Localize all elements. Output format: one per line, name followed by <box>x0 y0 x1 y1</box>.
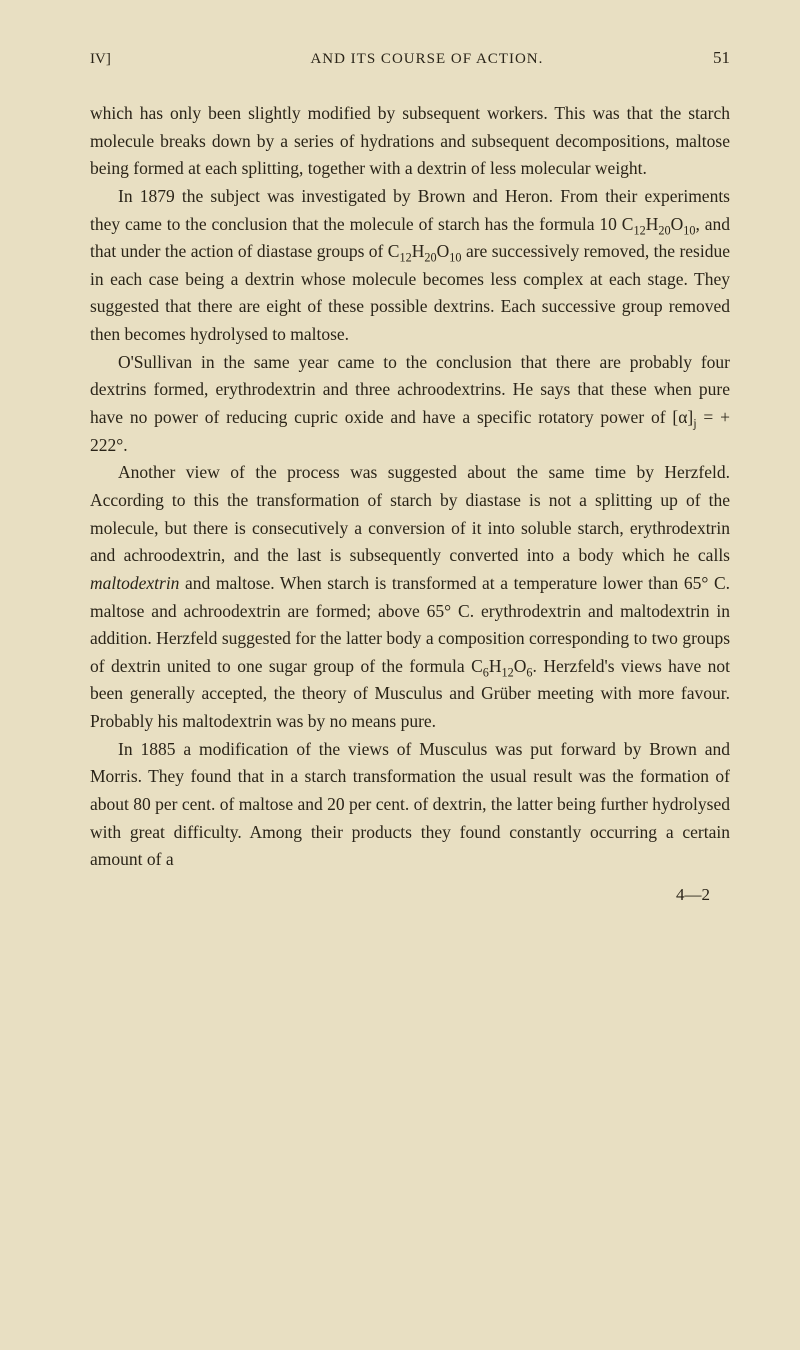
p2-text-6: O <box>437 241 450 261</box>
body-text: which has only been slightly modified by… <box>90 100 730 909</box>
paragraph-2: In 1879 the subject was investigated by … <box>90 183 730 349</box>
p4-italic: maltodextrin <box>90 573 179 593</box>
header-title: AND ITS COURSE OF ACTION. <box>141 51 713 68</box>
p2-text-3: O <box>671 214 684 234</box>
p2-sub-4: 12 <box>399 251 411 265</box>
signature-mark: 4—2 <box>90 882 730 909</box>
page-container: IV] AND ITS COURSE OF ACTION. 51 which h… <box>0 0 800 959</box>
p2-sub-1: 12 <box>633 223 645 237</box>
header-section-number: IV] <box>90 51 111 68</box>
paragraph-3: O'Sullivan in the same year came to the … <box>90 349 730 460</box>
p4-text-3: H <box>489 656 502 676</box>
p2-text-5: H <box>412 241 425 261</box>
p4-sub-2: 12 <box>502 665 514 679</box>
p2-text-2: H <box>646 214 659 234</box>
p2-sub-5: 20 <box>424 251 436 265</box>
paragraph-1: which has only been slightly modified by… <box>90 100 730 183</box>
p2-sub-2: 20 <box>658 223 670 237</box>
p2-sub-3: 10 <box>683 223 695 237</box>
paragraph-5: In 1885 a modification of the views of M… <box>90 736 730 874</box>
p5-text: In 1885 a modification of the views of M… <box>90 739 730 870</box>
p4-text-1: Another view of the process was suggeste… <box>90 462 730 565</box>
page-number: 51 <box>713 48 730 68</box>
paragraph-4: Another view of the process was suggeste… <box>90 459 730 735</box>
p2-sub-6: 10 <box>449 251 461 265</box>
p1-text: which has only been slightly modified by… <box>90 103 730 178</box>
p3-text-1: O'Sullivan in the same year came to the … <box>90 352 730 427</box>
page-header: IV] AND ITS COURSE OF ACTION. 51 <box>90 48 730 68</box>
p4-text-4: O <box>514 656 527 676</box>
